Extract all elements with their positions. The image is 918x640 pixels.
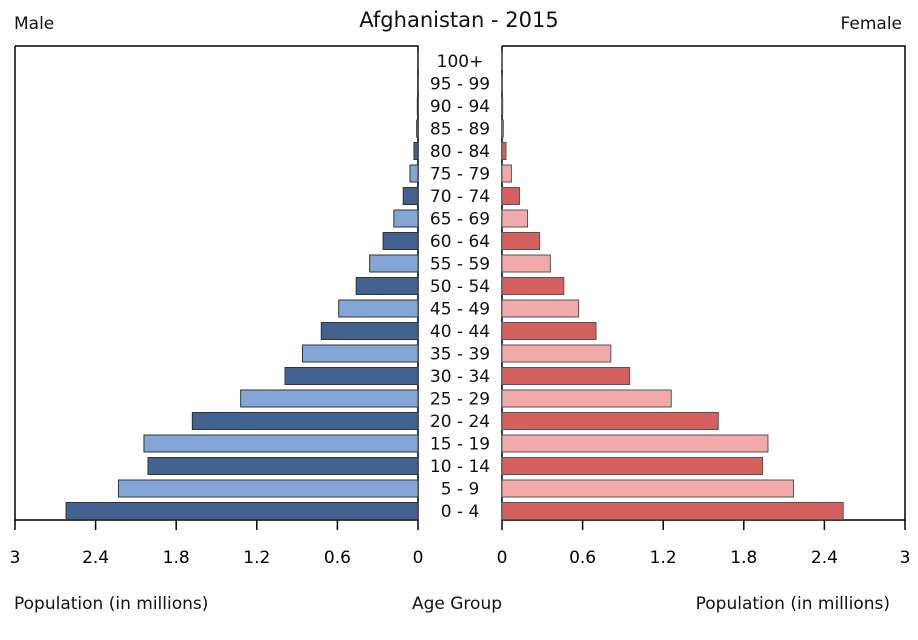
female-bar-5-9: [501, 479, 795, 498]
male-bar-80-84: [413, 142, 419, 160]
female-bar-40-44: [501, 322, 597, 340]
age-group-label: 75 - 79: [430, 165, 490, 185]
age-group-label: 0 - 4: [441, 502, 480, 522]
male-bar-50-54: [355, 277, 419, 295]
male-x-tick-label: 1.8: [163, 548, 190, 568]
male-bar-85-89: [416, 119, 419, 138]
female-bar-30-34: [501, 367, 631, 385]
female-bar-55-59: [501, 254, 551, 273]
male-x-tick-label: 1.2: [243, 548, 270, 568]
female-x-tick-label: 0.6: [569, 548, 596, 568]
male-x-tick-label: 0.6: [324, 548, 351, 568]
age-group-label: 65 - 69: [430, 210, 490, 230]
female-bar-20-24: [501, 412, 719, 430]
female-bar-60-64: [501, 232, 541, 250]
x-axis-label-center: Age Group: [411, 594, 503, 614]
male-bar-35-39: [301, 344, 419, 363]
male-bar-45-49: [338, 299, 419, 318]
male-bar-0-4: [65, 502, 419, 520]
female-x-tick-label: 1.8: [730, 548, 757, 568]
age-group-label: 10 - 14: [430, 457, 490, 477]
female-x-tick-label: 1.2: [650, 548, 677, 568]
age-group-label: 70 - 74: [430, 187, 490, 207]
female-x-tick-label: 2.4: [811, 548, 838, 568]
age-group-label: 60 - 64: [430, 232, 490, 252]
age-group-label: 55 - 59: [430, 255, 490, 275]
male-label: Male: [14, 14, 55, 34]
male-bar-15-19: [143, 434, 419, 453]
male-x-tick-label: 3: [10, 548, 21, 568]
female-bar-10-14: [501, 457, 764, 475]
female-bar-90-94: [501, 97, 504, 115]
female-bar-15-19: [501, 434, 769, 453]
x-axis-label-right: Population (in millions): [695, 594, 890, 614]
male-bar-20-24: [191, 412, 419, 430]
age-group-label: 35 - 39: [430, 345, 490, 365]
female-bar-65-69: [501, 209, 529, 228]
age-group-label: 30 - 34: [430, 367, 490, 387]
age-group-label: 100+: [437, 52, 484, 72]
age-group-label: 15 - 19: [430, 435, 490, 455]
male-bar-70-74: [402, 187, 419, 205]
age-group-label: 5 - 9: [441, 480, 480, 500]
female-bar-80-84: [501, 142, 507, 160]
female-bar-45-49: [501, 299, 580, 318]
age-group-label: 40 - 44: [430, 322, 490, 342]
age-group-label: 80 - 84: [430, 142, 490, 162]
male-bar-5-9: [117, 479, 419, 498]
x-axis-label-left: Population (in millions): [14, 594, 209, 614]
age-group-label: 20 - 24: [430, 412, 490, 432]
age-group-label: 25 - 29: [430, 390, 490, 410]
female-x-tick-label: 3: [900, 548, 911, 568]
female-bar-85-89: [501, 119, 504, 138]
female-bar-0-4: [501, 502, 844, 520]
male-bar-40-44: [320, 322, 419, 340]
male-x-tick-label: 0: [413, 548, 424, 568]
male-bar-90-94: [416, 97, 419, 115]
male-bar-25-29: [240, 389, 419, 408]
female-bar-70-74: [501, 187, 520, 205]
chart-title: Afghanistan - 2015: [359, 8, 559, 32]
male-bar-30-34: [284, 367, 419, 385]
male-bar-75-79: [409, 164, 419, 183]
age-group-label: 45 - 49: [430, 300, 490, 320]
female-x-tick-label: 0: [497, 548, 508, 568]
female-bar-75-79: [501, 164, 512, 183]
female-label: Female: [840, 14, 902, 34]
female-bar-25-29: [501, 389, 672, 408]
male-bar-65-69: [393, 209, 419, 228]
age-group-label: 50 - 54: [430, 277, 490, 297]
male-x-tick-label: 2.4: [82, 548, 109, 568]
age-group-label: 95 - 99: [430, 75, 490, 95]
male-bar-55-59: [369, 254, 419, 273]
male-bar-60-64: [382, 232, 419, 250]
female-bar-50-54: [501, 277, 565, 295]
female-bar-35-39: [501, 344, 612, 363]
age-group-label: 90 - 94: [430, 97, 490, 117]
male-bar-10-14: [147, 457, 419, 475]
age-group-label: 85 - 89: [430, 120, 490, 140]
